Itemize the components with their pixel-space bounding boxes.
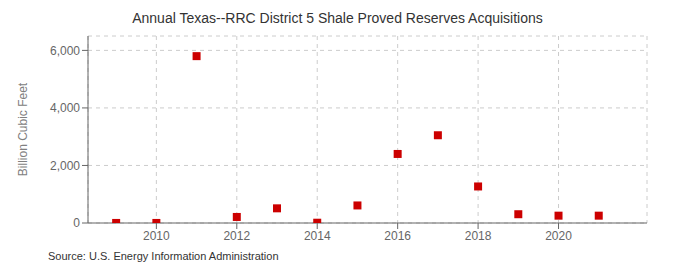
- svg-text:2020: 2020: [545, 229, 572, 243]
- svg-text:0: 0: [73, 216, 80, 230]
- svg-text:Billion Cubic Feet: Billion Cubic Feet: [16, 82, 30, 176]
- svg-text:6,000: 6,000: [50, 44, 80, 58]
- svg-text:2018: 2018: [465, 229, 492, 243]
- svg-text:2010: 2010: [143, 229, 170, 243]
- svg-text:2,000: 2,000: [50, 159, 80, 173]
- svg-text:2012: 2012: [223, 229, 250, 243]
- html-text:Annual Texas--RRC District 5 S: Annual Texas--RRC District 5 Shale Prove…: [132, 10, 543, 26]
- svg-text:2016: 2016: [384, 229, 411, 243]
- html-text:Source: U.S. Energy Informatio: Source: U.S. Energy Information Administ…: [48, 250, 279, 262]
- svg-text:2014: 2014: [304, 229, 331, 243]
- svg-text:4,000: 4,000: [50, 101, 80, 115]
